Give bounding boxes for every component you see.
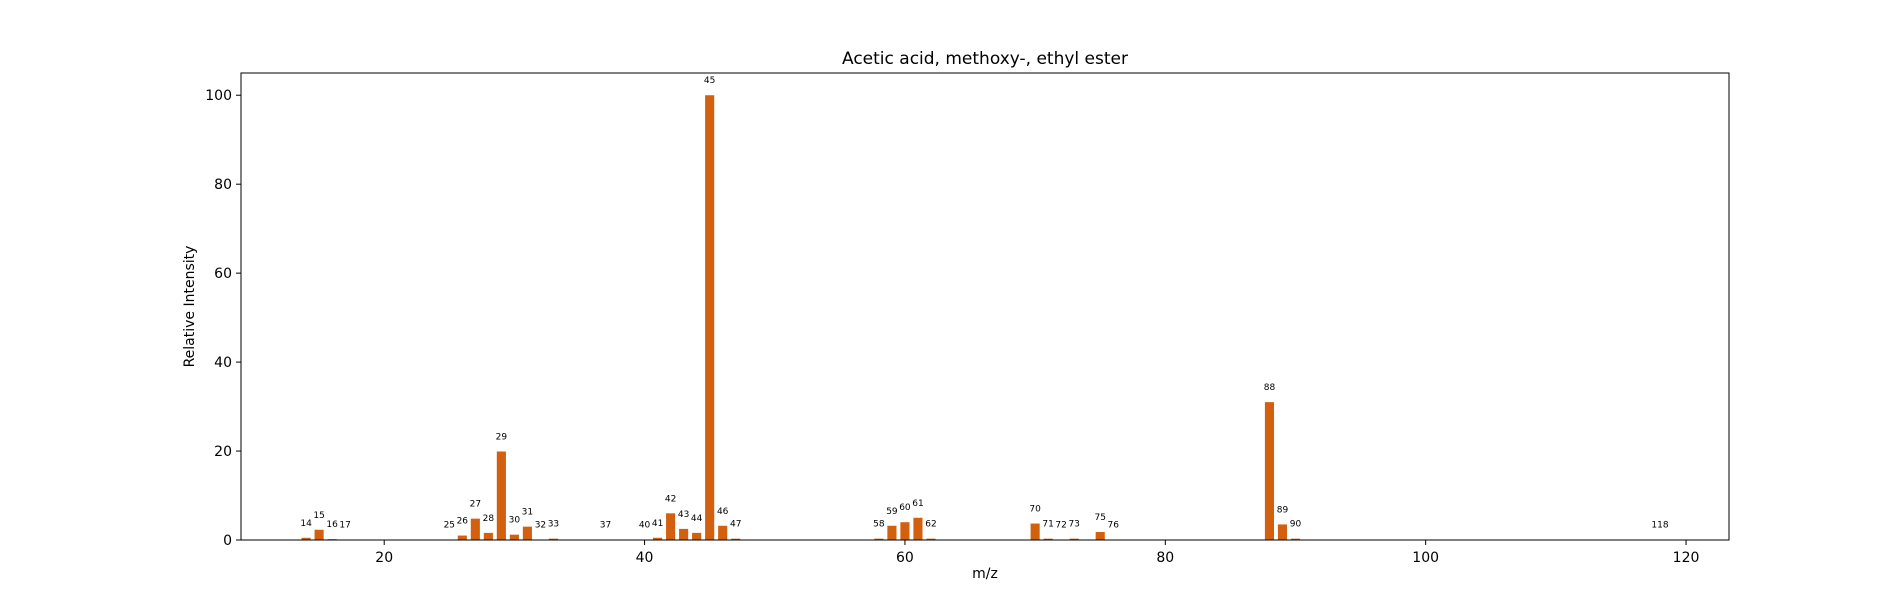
peak-label-45: 45: [704, 76, 715, 86]
peak-label-43: 43: [678, 510, 689, 520]
y-tick-label: 80: [214, 177, 232, 193]
peak-bar-42: [666, 513, 676, 540]
peak-label-61: 61: [912, 499, 923, 509]
x-tick-label: 20: [375, 550, 393, 566]
y-axis: 0 20 40 60 80 100: [205, 88, 241, 549]
peak-label-30: 30: [509, 516, 521, 526]
peak-label-42: 42: [665, 494, 676, 504]
peak-bar-46: [718, 525, 728, 540]
peak-bar-90: [1290, 538, 1301, 540]
peak-bar-29: [496, 451, 506, 540]
peak-label-58: 58: [873, 520, 885, 530]
peak-bar-31: [522, 526, 532, 540]
peak-label-14: 14: [300, 519, 312, 529]
peak-bar-73: [1069, 538, 1079, 540]
peak-label-72: 72: [1055, 521, 1066, 531]
peak-bar-44: [692, 532, 702, 540]
peak-label-27: 27: [470, 500, 481, 510]
peak-bar-58: [874, 538, 884, 540]
peak-label-37: 37: [600, 521, 611, 531]
peak-bar-59: [887, 525, 897, 540]
peak-label-26: 26: [457, 517, 469, 527]
peak-label-89: 89: [1277, 505, 1289, 515]
peak-label-33: 33: [548, 520, 559, 530]
peak-label-60: 60: [899, 503, 911, 513]
peak-bar-28: [483, 532, 493, 540]
peak-label-44: 44: [691, 514, 703, 524]
x-tick-label: 80: [1156, 550, 1174, 566]
peak-label-73: 73: [1068, 520, 1079, 530]
peak-label-90: 90: [1290, 520, 1302, 530]
x-tick-label: 60: [896, 550, 914, 566]
y-tick-label: 100: [205, 88, 232, 104]
peak-label-31: 31: [522, 508, 533, 518]
peak-bar-88: [1264, 402, 1275, 540]
peak-label-28: 28: [483, 514, 495, 524]
peak-bar-43: [679, 528, 689, 540]
y-tick-label: 60: [214, 266, 232, 282]
peak-bar-33: [548, 538, 558, 540]
peak-bar-27: [470, 518, 480, 540]
peak-label-25: 25: [444, 521, 455, 531]
y-axis-title: Relative Intensity: [182, 246, 198, 368]
peak-label-62: 62: [925, 520, 936, 530]
peak-label-70: 70: [1029, 505, 1041, 515]
plot-area-frame: [240, 72, 1730, 541]
peak-bar-61: [913, 517, 923, 540]
peak-label-59: 59: [886, 507, 898, 517]
peak-bar-60: [900, 522, 910, 540]
peak-label-118: 118: [1651, 521, 1668, 531]
peak-bar-70: [1030, 523, 1040, 540]
peak-label-41: 41: [652, 519, 663, 529]
peak-label-75: 75: [1094, 513, 1105, 523]
peak-bar-15: [314, 529, 324, 540]
peak-bar-30: [509, 534, 519, 540]
peak-label-40: 40: [639, 521, 651, 531]
chart-title: Acetic acid, methoxy-, ethyl ester: [842, 49, 1128, 69]
peak-label-16: 16: [326, 520, 338, 530]
x-tick-label: 120: [1673, 550, 1700, 566]
peak-label-29: 29: [496, 432, 508, 442]
peak-label-17: 17: [339, 521, 350, 531]
peak-bar-45: [705, 95, 715, 540]
x-tick-label: 100: [1412, 550, 1439, 566]
peak-label-15: 15: [313, 511, 324, 521]
x-axis-title: m/z: [972, 566, 998, 582]
y-tick-label: 40: [214, 355, 232, 371]
peak-label-46: 46: [717, 507, 729, 517]
x-axis: 20 40 60 80 100 120: [375, 540, 1699, 566]
bars-layer: [301, 95, 1665, 540]
peak-label-71: 71: [1042, 520, 1053, 530]
y-tick-label: 0: [223, 533, 232, 549]
peak-bar-75: [1095, 531, 1105, 540]
y-tick-label: 20: [214, 444, 232, 460]
peak-label-88: 88: [1264, 383, 1276, 393]
peak-label-47: 47: [730, 520, 741, 530]
peak-bar-41: [653, 537, 663, 540]
peak-bar-62: [926, 538, 936, 540]
peak-label-76: 76: [1108, 521, 1120, 531]
peak-label-32: 32: [535, 521, 546, 531]
peak-bar-47: [731, 538, 741, 540]
peak-bar-89: [1277, 524, 1288, 540]
peak-bar-71: [1043, 538, 1053, 540]
peak-bar-26: [457, 535, 467, 540]
peak-bar-14: [301, 537, 311, 540]
x-tick-label: 40: [636, 550, 654, 566]
